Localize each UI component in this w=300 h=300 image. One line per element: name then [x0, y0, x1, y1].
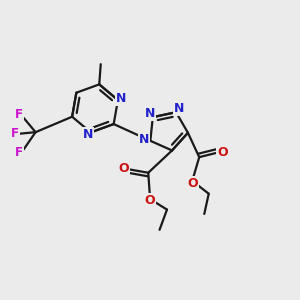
Text: N: N — [139, 133, 149, 146]
Text: O: O — [188, 177, 198, 190]
Text: N: N — [82, 128, 93, 141]
Text: O: O — [144, 194, 155, 207]
Text: N: N — [174, 102, 184, 115]
Text: O: O — [217, 146, 228, 159]
Text: N: N — [116, 92, 127, 105]
Text: O: O — [118, 162, 129, 175]
Text: F: F — [15, 146, 23, 160]
Text: F: F — [11, 127, 19, 140]
Text: N: N — [145, 107, 155, 120]
Text: F: F — [15, 108, 23, 121]
